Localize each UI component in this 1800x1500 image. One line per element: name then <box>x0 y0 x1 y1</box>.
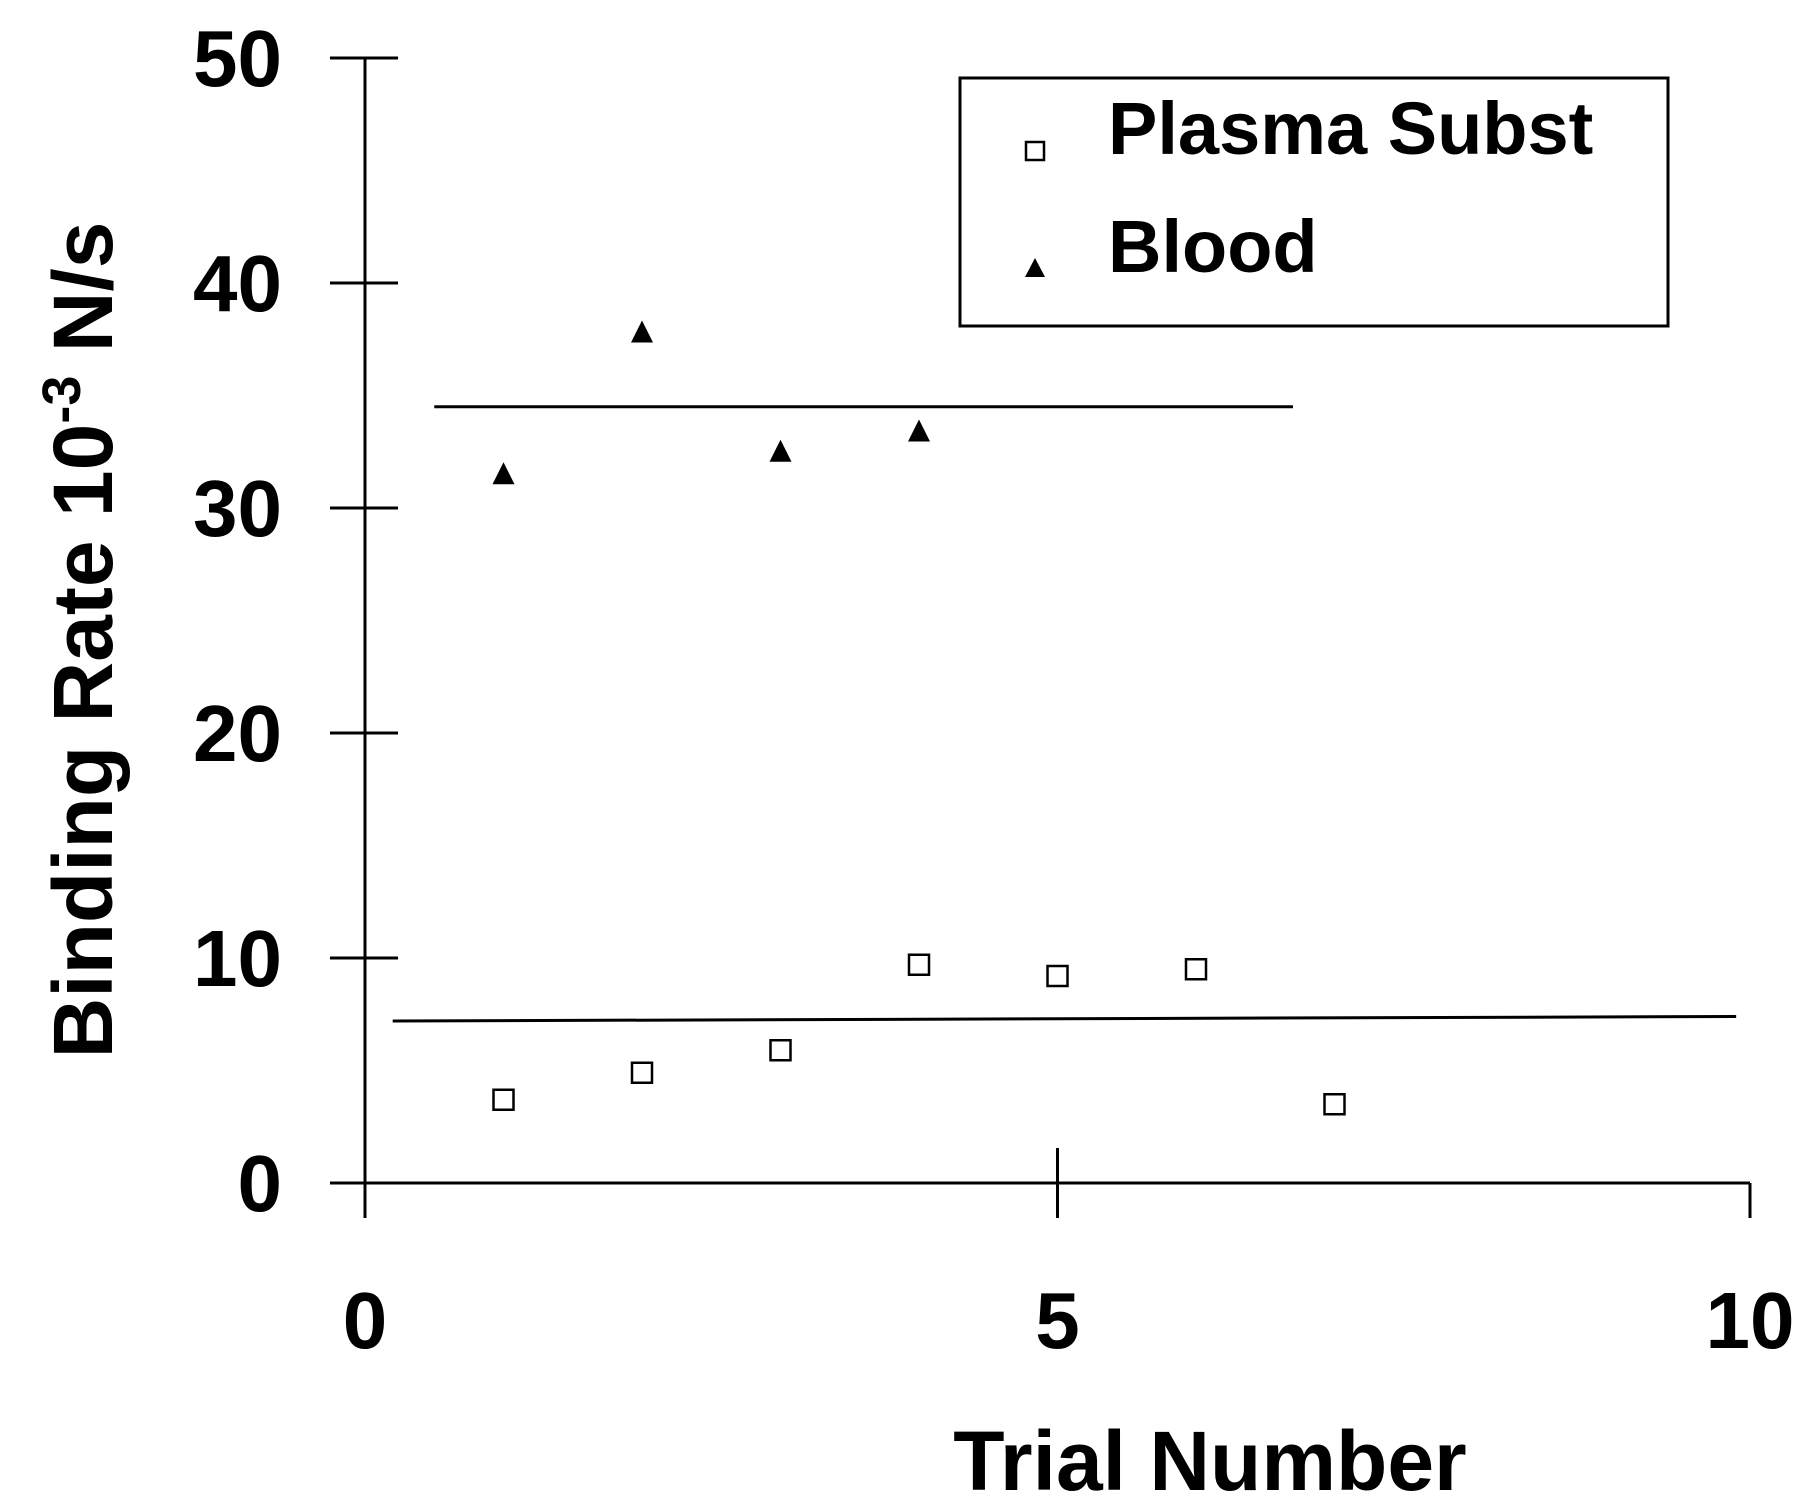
point-plasma-subst <box>907 953 931 976</box>
legend-label-plasma-subst: Plasma Subst <box>1108 87 1593 170</box>
mean-line-plasma-subst <box>392 1015 1737 1023</box>
point-blood <box>769 439 792 462</box>
y-tick-label: 30 <box>193 464 282 553</box>
y-tick-label: 0 <box>238 1139 283 1228</box>
y-axis-ticks: 0 10 20 30 40 50 <box>193 14 398 1228</box>
point-plasma-subst <box>1184 958 1208 981</box>
x-axis-title: Trial Number <box>953 1414 1466 1500</box>
y-axis-title-exponent: -3 <box>32 376 92 424</box>
point-plasma-subst <box>492 1088 515 1111</box>
point-plasma-subst <box>1046 964 1069 988</box>
x-tick-label: 10 <box>1706 1276 1795 1365</box>
y-tick-label: 10 <box>193 914 282 1003</box>
point-blood <box>908 419 930 442</box>
y-tick-label: 50 <box>193 14 282 103</box>
y-tick-label: 40 <box>193 239 282 328</box>
mean-lines <box>392 405 1737 1023</box>
point-plasma-subst <box>1323 1093 1346 1116</box>
point-blood <box>631 320 653 343</box>
point-plasma-subst <box>630 1061 654 1084</box>
point-plasma-subst <box>769 1039 792 1062</box>
axes <box>330 58 1752 1218</box>
point-blood <box>492 462 515 485</box>
legend-marker-blood <box>1025 258 1045 277</box>
y-axis-title: Binding Rate 10-3 N/s <box>32 222 130 1059</box>
x-tick-label: 5 <box>1035 1276 1080 1365</box>
y-axis-title-unit: N/s <box>36 222 130 376</box>
y-axis-title-main: Binding Rate 10 <box>36 424 130 1059</box>
y-tick-label: 20 <box>193 689 282 778</box>
legend-marker-plasma-subst <box>1024 140 1046 162</box>
legend-box <box>958 76 1670 328</box>
x-axis-ticks: 0 5 10 <box>343 1148 1795 1365</box>
data-points <box>492 320 1346 1116</box>
legend: Plasma Subst Blood <box>958 76 1670 328</box>
legend-label-blood: Blood <box>1108 205 1318 288</box>
x-tick-label: 0 <box>343 1276 388 1365</box>
